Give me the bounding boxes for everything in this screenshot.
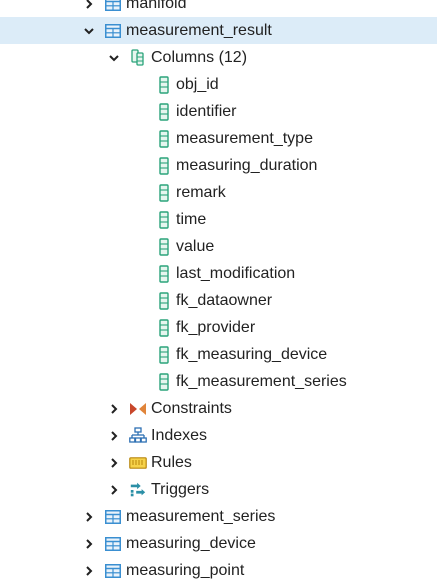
chevron-right-icon[interactable] [106, 476, 122, 503]
tree-node-triggers[interactable]: Triggers [0, 476, 437, 503]
table-icon [104, 17, 122, 44]
column-icon [155, 125, 173, 152]
table-icon [104, 530, 122, 557]
column-icon [155, 152, 173, 179]
tree-node-column[interactable]: remark [0, 179, 437, 206]
tree-node-label: Triggers [151, 481, 210, 498]
tree-node-label: identifier [176, 103, 237, 120]
table-icon [104, 503, 122, 530]
tree-node-table[interactable]: measurement_series [0, 503, 437, 530]
tree-node-column[interactable]: time [0, 206, 437, 233]
tree-node-label: last_modification [176, 265, 296, 282]
tree-node-label: fk_measurement_series [176, 373, 347, 390]
column-icon [155, 287, 173, 314]
tree-node-column[interactable]: obj_id [0, 71, 437, 98]
tree-node-label: measurement_result [126, 22, 272, 39]
tree-node-label: fk_measuring_device [176, 346, 328, 363]
tree-node-indexes[interactable]: Indexes [0, 422, 437, 449]
table-icon [104, 557, 122, 584]
tree-node-table[interactable]: manifold [0, 0, 437, 17]
chevron-right-icon[interactable] [106, 395, 122, 422]
chevron-down-icon[interactable] [106, 44, 122, 71]
triggers-icon [129, 476, 147, 503]
chevron-right-icon[interactable] [106, 422, 122, 449]
tree-node-label: measuring_point [126, 562, 245, 579]
tree-node-rules[interactable]: Rules [0, 449, 437, 476]
tree-node-column[interactable]: value [0, 233, 437, 260]
chevron-right-icon[interactable] [81, 503, 97, 530]
column-icon [155, 314, 173, 341]
tree-node-label: value [176, 238, 215, 255]
chevron-right-icon[interactable] [81, 0, 97, 17]
column-icon [155, 260, 173, 287]
constraints-icon [129, 395, 147, 422]
column-icon [155, 179, 173, 206]
chevron-right-icon[interactable] [106, 449, 122, 476]
tree-node-label: time [176, 211, 207, 228]
tree-node-label: Constraints [151, 400, 232, 417]
tree-node-label: Columns (12) [151, 49, 248, 66]
tree-node-column[interactable]: measuring_duration [0, 152, 437, 179]
tree-node-label: measuring_device [126, 535, 256, 552]
tree-node-column[interactable]: measurement_type [0, 125, 437, 152]
tree-node-label: manifold [126, 0, 187, 12]
tree-node-table-selected[interactable]: measurement_result [0, 17, 437, 44]
tree-node-column[interactable]: fk_dataowner [0, 287, 437, 314]
tree-node-label: measuring_duration [176, 157, 318, 174]
column-icon [155, 341, 173, 368]
chevron-right-icon[interactable] [81, 530, 97, 557]
tree-node-label: Indexes [151, 427, 208, 444]
tree-node-columns[interactable]: Columns (12) [0, 44, 437, 71]
tree-node-table[interactable]: measuring_device [0, 530, 437, 557]
tree-node-column[interactable]: last_modification [0, 260, 437, 287]
tree-node-label: obj_id [176, 76, 219, 93]
chevron-right-icon[interactable] [81, 557, 97, 584]
tree-node-constraints[interactable]: Constraints [0, 395, 437, 422]
column-icon [155, 98, 173, 125]
tree-node-label: Rules [151, 454, 192, 471]
column-icon [155, 233, 173, 260]
columns-icon [129, 44, 147, 71]
tree-node-column[interactable]: fk_measuring_device [0, 341, 437, 368]
tree-node-label: fk_provider [176, 319, 256, 336]
chevron-down-icon[interactable] [81, 17, 97, 44]
tree-node-column[interactable]: identifier [0, 98, 437, 125]
rules-icon [129, 449, 147, 476]
tree-node-label: fk_dataowner [176, 292, 273, 309]
column-icon [155, 206, 173, 233]
table-icon [104, 0, 122, 17]
tree-node-column[interactable]: fk_provider [0, 314, 437, 341]
tree-node-label: measurement_series [126, 508, 276, 525]
tree-node-label: measurement_type [176, 130, 313, 147]
column-icon [155, 71, 173, 98]
column-icon [155, 368, 173, 395]
tree-node-label: remark [176, 184, 226, 201]
tree-node-table[interactable]: measuring_point [0, 557, 437, 584]
indexes-icon [129, 422, 147, 449]
tree-node-column[interactable]: fk_measurement_series [0, 368, 437, 395]
